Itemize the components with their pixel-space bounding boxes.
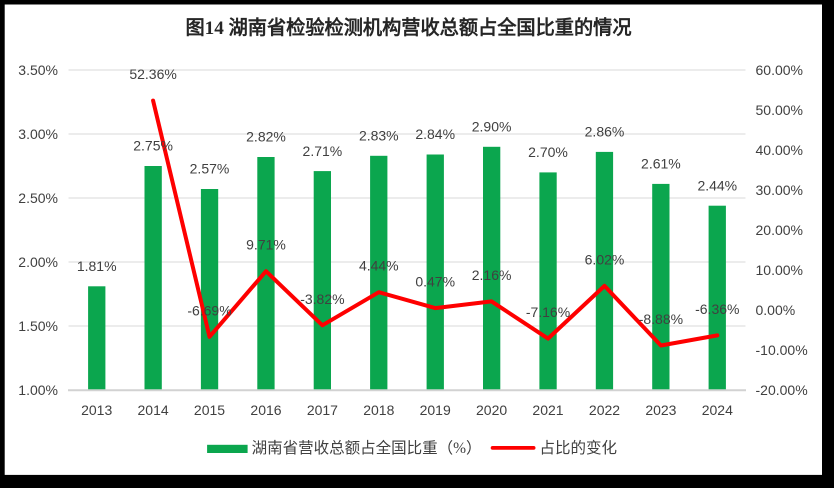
- svg-text:20.00%: 20.00%: [756, 222, 803, 238]
- svg-text:1.50%: 1.50%: [18, 318, 58, 334]
- svg-text:2.86%: 2.86%: [585, 124, 625, 140]
- svg-text:-10.00%: -10.00%: [756, 342, 808, 358]
- svg-text:2.50%: 2.50%: [18, 190, 58, 206]
- svg-text:2.61%: 2.61%: [641, 156, 681, 172]
- svg-text:1.00%: 1.00%: [18, 382, 58, 398]
- svg-text:50.00%: 50.00%: [756, 102, 803, 118]
- svg-text:2013: 2013: [81, 402, 112, 418]
- svg-text:-20.00%: -20.00%: [756, 382, 808, 398]
- svg-text:2022: 2022: [589, 402, 620, 418]
- svg-text:2.00%: 2.00%: [18, 254, 58, 270]
- svg-text:2.44%: 2.44%: [697, 177, 737, 193]
- svg-text:-6.36%: -6.36%: [695, 301, 739, 317]
- svg-text:2.57%: 2.57%: [190, 161, 230, 177]
- svg-text:40.00%: 40.00%: [756, 142, 803, 158]
- svg-text:60.00%: 60.00%: [756, 62, 803, 78]
- svg-text:2023: 2023: [645, 402, 676, 418]
- svg-text:湖南省营收总额占全国比重（%）: 湖南省营收总额占全国比重（%）: [252, 439, 482, 457]
- svg-text:52.36%: 52.36%: [129, 66, 176, 82]
- svg-text:2014: 2014: [138, 402, 169, 418]
- svg-text:2024: 2024: [702, 402, 733, 418]
- svg-text:0.00%: 0.00%: [756, 302, 796, 318]
- svg-text:-3.82%: -3.82%: [300, 291, 344, 307]
- svg-text:2.83%: 2.83%: [359, 128, 399, 144]
- svg-text:2.90%: 2.90%: [472, 119, 512, 135]
- svg-text:3.50%: 3.50%: [18, 62, 58, 78]
- svg-text:2021: 2021: [532, 402, 563, 418]
- svg-text:2.71%: 2.71%: [303, 143, 343, 159]
- svg-text:-6.69%: -6.69%: [187, 302, 231, 318]
- svg-text:0.47%: 0.47%: [415, 274, 455, 290]
- svg-text:2019: 2019: [420, 402, 451, 418]
- svg-text:2017: 2017: [307, 402, 338, 418]
- svg-text:2020: 2020: [476, 402, 507, 418]
- svg-text:2.75%: 2.75%: [133, 138, 173, 154]
- svg-text:4.44%: 4.44%: [359, 258, 399, 274]
- svg-text:9.71%: 9.71%: [246, 237, 286, 253]
- svg-text:2.70%: 2.70%: [528, 144, 568, 160]
- svg-text:2.84%: 2.84%: [415, 126, 455, 142]
- svg-text:2.82%: 2.82%: [246, 129, 286, 145]
- svg-text:图14 湖南省检验检测机构营收总额占全国比重的情况: 图14 湖南省检验检测机构营收总额占全国比重的情况: [185, 16, 631, 39]
- svg-text:占比的变化: 占比的变化: [540, 439, 618, 457]
- svg-text:2018: 2018: [363, 402, 394, 418]
- svg-text:2016: 2016: [250, 402, 281, 418]
- svg-text:2.16%: 2.16%: [472, 267, 512, 283]
- svg-text:1.81%: 1.81%: [77, 258, 117, 274]
- svg-text:30.00%: 30.00%: [756, 182, 803, 198]
- svg-text:-7.16%: -7.16%: [526, 304, 570, 320]
- svg-text:2015: 2015: [194, 402, 225, 418]
- svg-text:6.02%: 6.02%: [585, 251, 625, 267]
- svg-text:3.00%: 3.00%: [18, 126, 58, 142]
- svg-text:-8.88%: -8.88%: [639, 311, 683, 327]
- svg-text:10.00%: 10.00%: [756, 262, 803, 278]
